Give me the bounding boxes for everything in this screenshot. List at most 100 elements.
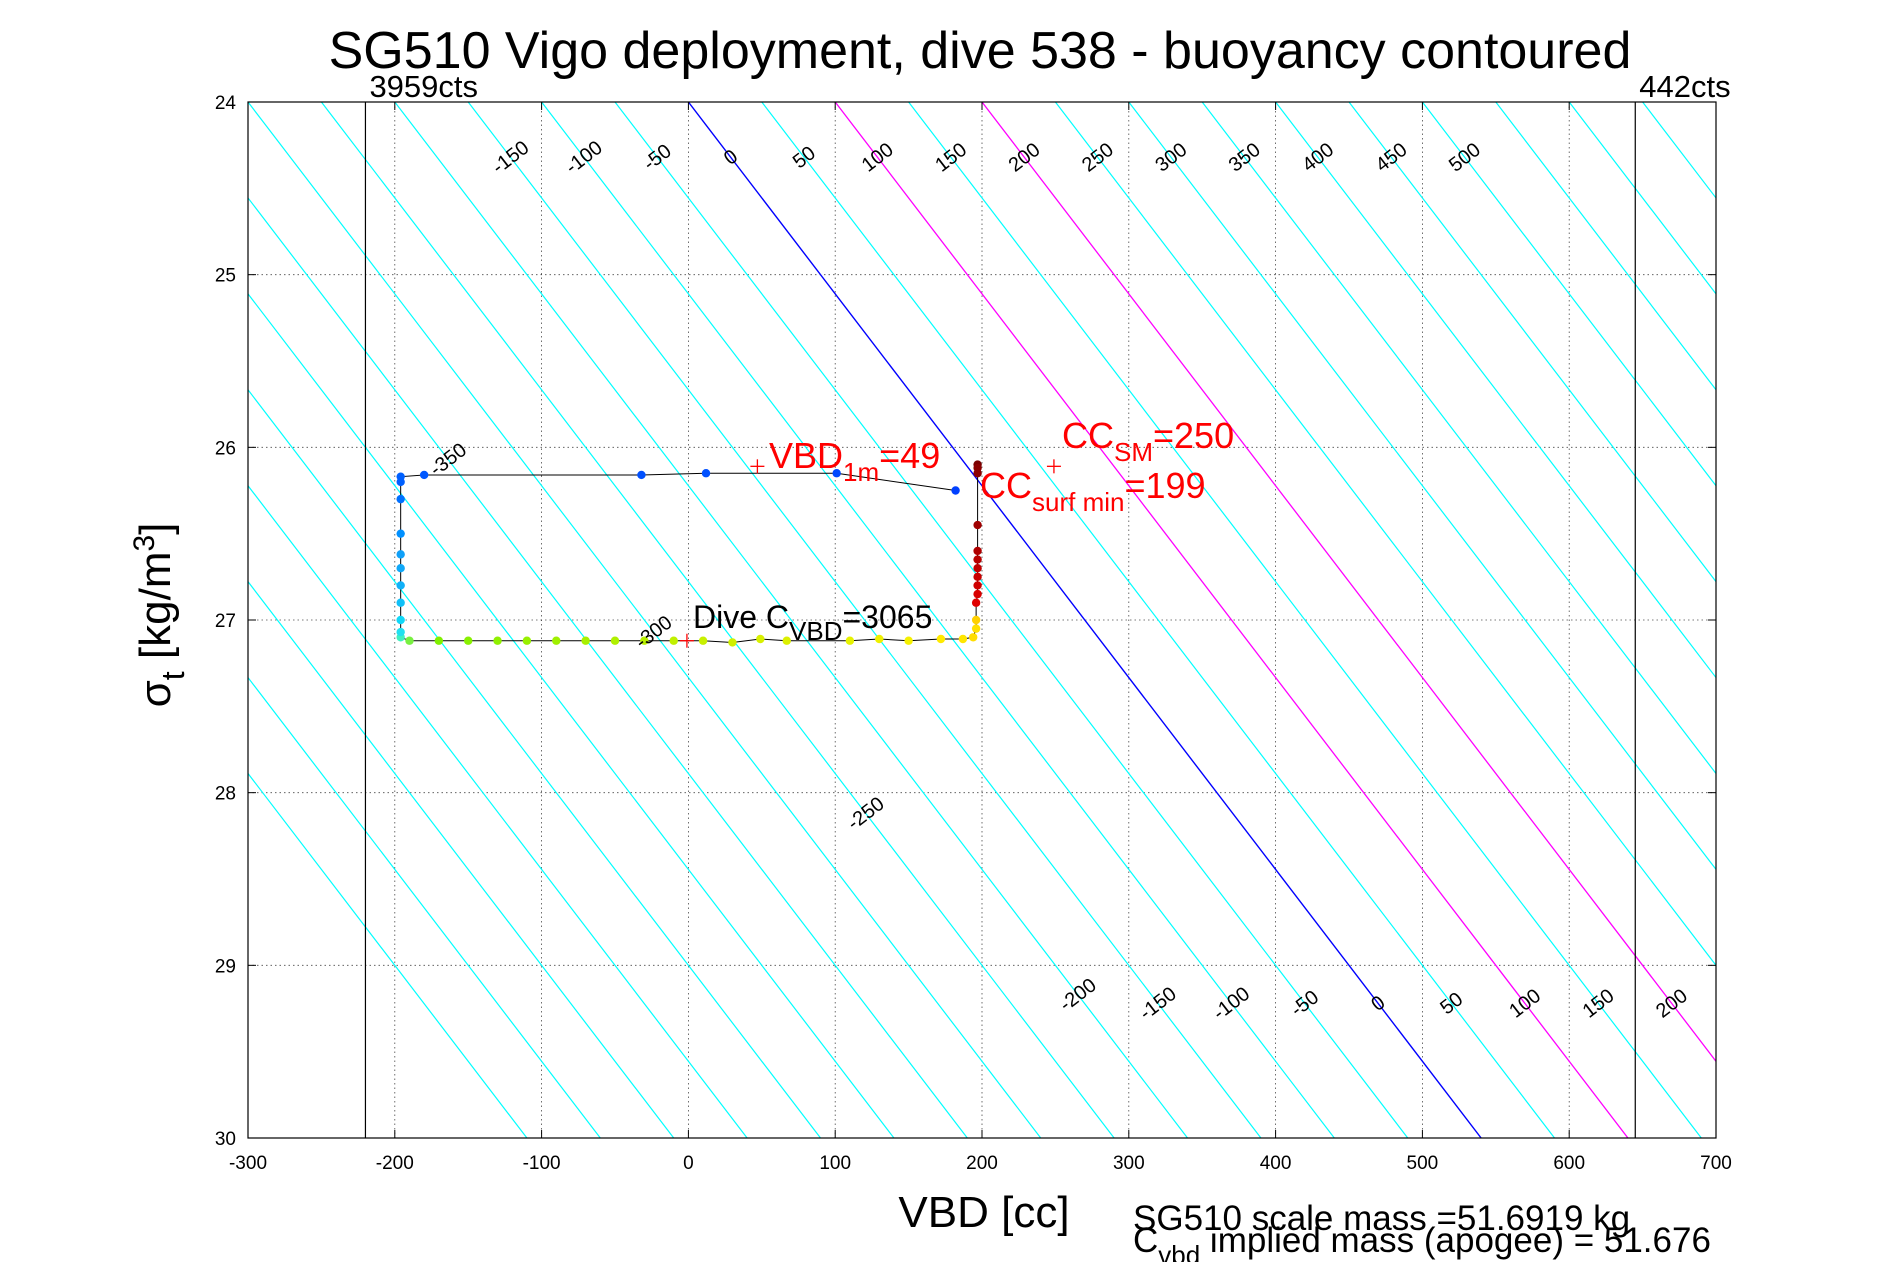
dive-point	[936, 634, 946, 644]
x-tick-label: 600	[1553, 1153, 1585, 1174]
scale-mass-text: SG510 scale mass =51.6919 kg	[1133, 1199, 1630, 1238]
contour-line	[1715, 102, 1716, 103]
y-tick-label: 26	[215, 438, 236, 459]
dive-point	[958, 634, 968, 644]
axis-ticks: -300 -200 -100 0 100 200 300 400 500 600 700 24 25 26…	[215, 93, 1732, 1174]
dive-point	[728, 638, 737, 647]
contour-line	[394, 102, 1188, 1138]
dive-point	[698, 636, 708, 645]
dive-point	[464, 636, 473, 645]
dive-point	[434, 636, 444, 645]
plus-marker	[750, 459, 765, 474]
contour-line	[248, 388, 821, 1138]
y-tick-label: 24	[215, 93, 237, 114]
dive-point	[973, 546, 982, 556]
contour-line-zero	[687, 102, 1482, 1138]
dive-point	[782, 636, 791, 645]
dive-point	[396, 598, 405, 607]
y-tick-label: 27	[215, 611, 236, 632]
limit-label: 3959cts	[369, 69, 478, 104]
annotation-vbd-1m: VBD1m=49	[769, 435, 940, 487]
dive-point	[405, 636, 414, 645]
dive-point	[971, 598, 981, 607]
dive-point	[973, 555, 982, 564]
x-tick-label: 400	[1260, 1153, 1292, 1174]
contour-line	[248, 196, 968, 1138]
y-axis-label: σt [kg/m3]	[128, 523, 191, 708]
limit-label: 442cts	[1639, 69, 1730, 104]
annotation-cc-sm: CCSM=250	[1062, 415, 1234, 467]
contour-line-special	[981, 102, 1716, 1063]
grid	[248, 102, 1716, 1138]
dive-point	[396, 550, 405, 559]
dive-point	[904, 636, 913, 645]
dive-point	[669, 636, 678, 645]
dive-point	[610, 636, 620, 645]
annotation-cc-surf-min: CCsurf min=199	[980, 465, 1206, 517]
implied-mass-text: Cvbd implied mass (apogee) = 51.676	[1133, 1221, 1711, 1262]
contour-line	[1789, 102, 1891, 1138]
dive-point	[396, 564, 405, 573]
contour-line	[1201, 102, 1716, 775]
y-tick-label: 29	[215, 956, 236, 977]
y-tick-label: 25	[215, 266, 236, 287]
dive-point	[396, 615, 405, 625]
contour-line	[908, 102, 1702, 1138]
contour-line	[248, 772, 528, 1138]
dive-point	[637, 470, 646, 480]
y-tick-label: 28	[215, 784, 236, 805]
contour-line	[248, 580, 675, 1138]
dive-point	[973, 520, 982, 530]
dive-point	[701, 469, 711, 478]
contour-line-special	[834, 102, 1629, 1138]
dive-point	[971, 615, 981, 625]
dive-point	[396, 529, 405, 538]
dive-track	[396, 460, 982, 647]
dive-point	[396, 627, 405, 637]
contour-line	[1275, 102, 1716, 679]
dive-point	[522, 636, 532, 645]
annotation-dive-cvbd: Dive CVBD=3065	[693, 599, 932, 646]
contour-line	[1421, 102, 1716, 487]
dive-point	[419, 470, 429, 480]
dive-point	[875, 634, 884, 644]
x-tick-label: 100	[819, 1153, 851, 1174]
contour-line	[248, 292, 895, 1138]
contour-line	[248, 676, 601, 1138]
contour-lines	[248, 102, 1891, 1138]
dive-point	[756, 634, 765, 644]
x-tick-label: 300	[1113, 1153, 1145, 1174]
contour-line	[248, 484, 748, 1138]
contour-line	[1495, 102, 1716, 391]
dive-point	[973, 564, 982, 573]
dive-point	[973, 589, 982, 599]
dive-point	[493, 636, 502, 645]
dive-point	[968, 633, 978, 642]
dive-point	[971, 624, 981, 633]
x-tick-label: 500	[1407, 1153, 1439, 1174]
contour-line	[541, 102, 1335, 1138]
dive-point	[552, 636, 561, 645]
contour-line	[467, 102, 1262, 1138]
dive-point	[581, 636, 590, 645]
plus-marker	[1046, 459, 1061, 474]
dive-point	[973, 572, 982, 582]
x-axis-label: VBD [cc]	[898, 1188, 1069, 1237]
contour-line	[1054, 102, 1716, 967]
contour-line	[761, 102, 1555, 1138]
x-tick-label: -100	[523, 1153, 561, 1174]
plus-marker	[679, 633, 694, 648]
x-tick-label: 700	[1700, 1153, 1732, 1174]
markers	[679, 459, 1061, 648]
dive-point	[951, 486, 960, 495]
contour-line	[320, 102, 1115, 1138]
x-tick-label: -300	[229, 1153, 267, 1174]
dive-point	[832, 469, 841, 478]
dive-point	[973, 469, 982, 478]
contour-line	[248, 102, 1042, 1138]
dive-point	[845, 636, 855, 645]
x-tick-label: 200	[966, 1153, 998, 1174]
x-tick-label: 0	[683, 1153, 694, 1174]
chart-title: SG510 Vigo deployment, dive 538 - buoyan…	[329, 22, 1632, 80]
